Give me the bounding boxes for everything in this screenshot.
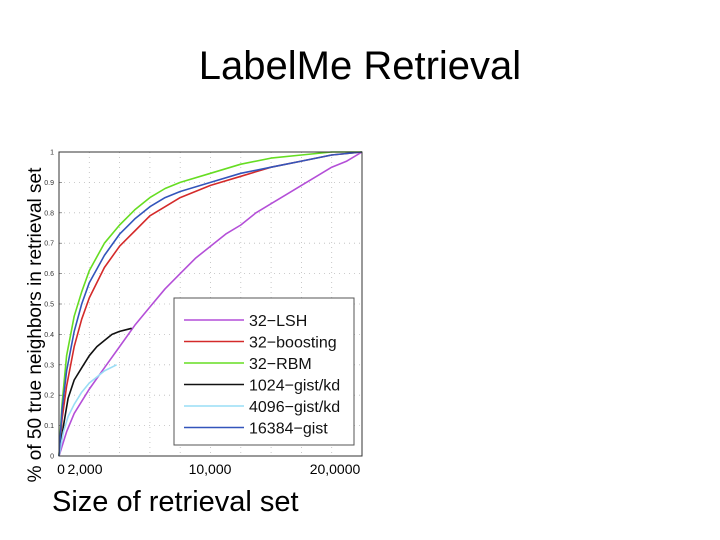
series-line [58,364,117,457]
y-tick-label: 0.4 [44,332,54,339]
series-line [58,151,363,457]
x-tick-label: 0 [57,461,65,477]
y-tick-label: 0.2 [44,393,54,400]
legend-label: 32−boosting [249,335,337,352]
x-tick-label: 2,000 [67,461,102,477]
y-tick-label: 0 [50,454,54,461]
x-tick-label: 10,000 [189,461,232,477]
y-tick-label: 0.3 [44,362,54,369]
legend-label: 4096−gist/kd [249,399,340,416]
legend-label: 32−LSH [249,313,307,330]
y-tick-label: 0.1 [44,423,54,430]
legend-label: 16384−gist [249,421,328,438]
series-line [58,151,362,457]
plot-frame [58,151,363,457]
series-line [58,151,363,457]
y-tick-label: 1 [50,150,54,157]
legend-box [173,297,355,446]
y-tick-label: 0.7 [44,241,54,248]
chart-title: LabelMe Retrieval [198,44,522,88]
x-axis-label: Size of retrieval set [52,486,299,518]
legend-label: 1024−gist/kd [249,378,340,395]
y-tick-label: 0.5 [44,302,54,309]
y-tick-label: 0.8 [44,210,54,217]
legend-label: 32−RBM [249,356,312,373]
y-tick-label: 0.9 [44,180,54,187]
x-tick-label: 20,0000 [310,461,361,477]
series-line [58,327,132,457]
y-tick-label: 0.6 [44,271,54,278]
